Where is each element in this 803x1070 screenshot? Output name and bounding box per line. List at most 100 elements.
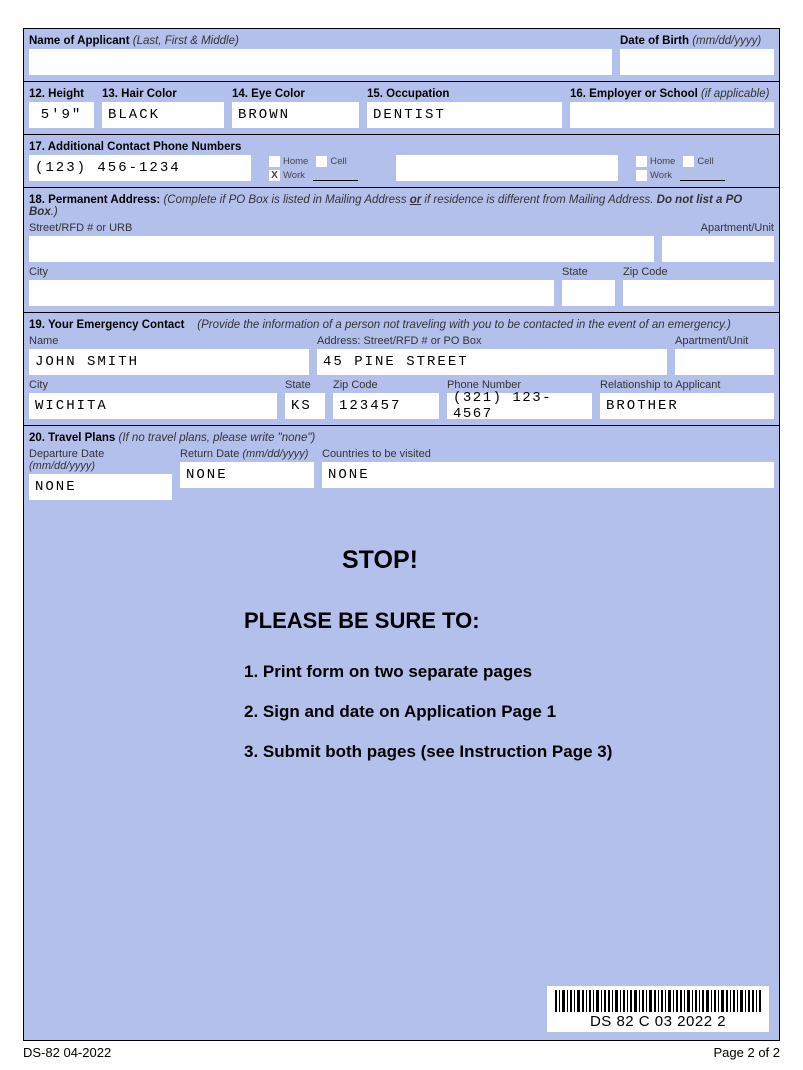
em-zip-label: Zip Code xyxy=(333,377,439,393)
permanent-hint-post: .) xyxy=(51,206,58,218)
em-apt-label: Apartment/Unit xyxy=(675,333,774,349)
em-address-label: Address: Street/RFD # or PO Box xyxy=(317,333,667,349)
phone2-cell-checkbox[interactable]: Cell xyxy=(683,156,713,167)
perm-street-label: Street/RFD # or URB xyxy=(29,220,654,236)
employer-label-text: 16. Employer or School xyxy=(570,88,698,100)
departure-label: Departure Date (mm/dd/yyyy) xyxy=(29,446,172,474)
page-number: Page 2 of 2 xyxy=(714,1045,781,1060)
name-label-text: Name of Applicant xyxy=(29,35,130,47)
perm-zip-input[interactable] xyxy=(623,280,774,306)
section-contact: 17. Additional Contact Phone Numbers (12… xyxy=(23,134,780,187)
phone1-work-checkbox[interactable]: XWork xyxy=(269,170,305,181)
perm-zip-label: Zip Code xyxy=(623,264,774,280)
contact-label: 17. Additional Contact Phone Numbers xyxy=(29,138,774,155)
departure-label-text: Departure Date xyxy=(29,448,104,460)
barcode: DS 82 C 03 2022 2 xyxy=(547,986,769,1032)
em-relationship-input[interactable]: BROTHER xyxy=(600,393,774,419)
section-physical: 12. Height 5'9" 13. Hair Color BLACK 14.… xyxy=(23,81,780,134)
perm-street-input[interactable] xyxy=(29,236,654,262)
departure-input[interactable]: NONE xyxy=(29,474,172,500)
name-hint: (Last, First & Middle) xyxy=(133,35,239,47)
dob-label: Date of Birth (mm/dd/yyyy) xyxy=(620,32,774,49)
page-footer: DS-82 04-2022 Page 2 of 2 xyxy=(23,1041,780,1060)
em-city-label: City xyxy=(29,377,277,393)
phone1-input[interactable]: (123) 456-1234 xyxy=(29,155,251,181)
name-input[interactable] xyxy=(29,49,612,75)
hair-label: 13. Hair Color xyxy=(102,85,224,102)
perm-apt-label: Apartment/Unit xyxy=(662,220,774,236)
em-phone-input[interactable]: (321) 123-4567 xyxy=(447,393,592,419)
phone2-input[interactable] xyxy=(396,155,618,181)
stop-heading: STOP! xyxy=(342,546,749,575)
perm-state-input[interactable] xyxy=(562,280,615,306)
employer-hint: (if applicable) xyxy=(701,88,769,100)
dob-input[interactable] xyxy=(620,49,774,75)
cb-cell-label2: Cell xyxy=(697,156,713,167)
height-label: 12. Height xyxy=(29,85,94,102)
height-input[interactable]: 5'9" xyxy=(29,102,94,128)
perm-city-label: City xyxy=(29,264,554,280)
phone2-checkboxes: Home Cell Work xyxy=(636,156,725,181)
phone2-work-checkbox[interactable]: Work xyxy=(636,170,672,181)
cb-work-label2: Work xyxy=(650,170,672,181)
eye-label: 14. Eye Color xyxy=(232,85,359,102)
instructions-block: STOP! PLEASE BE SURE TO: 1. Print form o… xyxy=(23,506,780,1041)
phone1-home-checkbox[interactable]: Home xyxy=(269,156,308,167)
cb-work-label: Work xyxy=(283,170,305,181)
return-input[interactable]: NONE xyxy=(180,462,314,488)
emergency-hint: (Provide the information of a person not… xyxy=(197,319,731,331)
emergency-label: 19. Your Emergency Contact (Provide the … xyxy=(29,316,774,333)
section-emergency: 19. Your Emergency Contact (Provide the … xyxy=(23,312,780,425)
perm-apt-input[interactable] xyxy=(662,236,774,262)
occupation-label: 15. Occupation xyxy=(367,85,562,102)
employer-label: 16. Employer or School (if applicable) xyxy=(570,85,774,102)
barcode-text: DS 82 C 03 2022 2 xyxy=(553,1012,763,1030)
permanent-hint-pre: (Complete if PO Box is listed in Mailing… xyxy=(163,194,409,206)
return-label: Return Date (mm/dd/yyyy) xyxy=(180,446,314,462)
section-permanent-address: 18. Permanent Address: (Complete if PO B… xyxy=(23,187,780,312)
em-state-input[interactable]: KS xyxy=(285,393,325,419)
permanent-label: 18. Permanent Address: (Complete if PO B… xyxy=(29,191,774,220)
cb-cell-label: Cell xyxy=(330,156,346,167)
phone1-checkboxes: Home Cell XWork xyxy=(269,156,358,181)
em-name-label: Name xyxy=(29,333,309,349)
permanent-hint-mid: if residence is different from Mailing A… xyxy=(421,194,656,206)
barcode-icon xyxy=(553,990,763,1012)
em-relationship-label: Relationship to Applicant xyxy=(600,377,774,393)
permanent-hint-or: or xyxy=(410,194,422,206)
form-number: DS-82 04-2022 xyxy=(23,1045,111,1060)
em-state-label: State xyxy=(285,377,325,393)
countries-label: Countries to be visited xyxy=(322,446,774,462)
dob-hint: (mm/dd/yyyy) xyxy=(692,35,761,47)
em-apt-input[interactable] xyxy=(675,349,774,375)
return-label-text: Return Date xyxy=(180,448,239,460)
instruction-1: 1. Print form on two separate pages xyxy=(244,662,749,682)
occupation-input[interactable]: DENTIST xyxy=(367,102,562,128)
eye-input[interactable]: BROWN xyxy=(232,102,359,128)
instruction-3: 3. Submit both pages (see Instruction Pa… xyxy=(244,742,749,762)
form-page: Name of Applicant (Last, First & Middle)… xyxy=(0,0,803,1070)
phone2-other-line[interactable] xyxy=(680,170,725,181)
cb-home-label: Home xyxy=(283,156,308,167)
dob-label-text: Date of Birth xyxy=(620,35,689,47)
em-address-input[interactable]: 45 PINE STREET xyxy=(317,349,667,375)
travel-hint: (If no travel plans, please write "none"… xyxy=(119,432,316,444)
instruction-2: 2. Sign and date on Application Page 1 xyxy=(244,702,749,722)
hair-input[interactable]: BLACK xyxy=(102,102,224,128)
phone1-cell-checkbox[interactable]: Cell xyxy=(316,156,346,167)
travel-label: 20. Travel Plans (If no travel plans, pl… xyxy=(29,429,774,446)
phone2-home-checkbox[interactable]: Home xyxy=(636,156,675,167)
countries-input[interactable]: NONE xyxy=(322,462,774,488)
please-heading: PLEASE BE SURE TO: xyxy=(244,608,749,634)
cb-home-label2: Home xyxy=(650,156,675,167)
em-name-input[interactable]: JOHN SMITH xyxy=(29,349,309,375)
emergency-label-text: 19. Your Emergency Contact xyxy=(29,319,185,331)
perm-city-input[interactable] xyxy=(29,280,554,306)
phone1-other-line[interactable] xyxy=(313,170,358,181)
em-zip-input[interactable]: 123457 xyxy=(333,393,439,419)
employer-input[interactable] xyxy=(570,102,774,128)
em-city-input[interactable]: WICHITA xyxy=(29,393,277,419)
return-hint: (mm/dd/yyyy) xyxy=(242,448,308,460)
name-label: Name of Applicant (Last, First & Middle) xyxy=(29,32,612,49)
permanent-label-text: 18. Permanent Address: xyxy=(29,194,160,206)
